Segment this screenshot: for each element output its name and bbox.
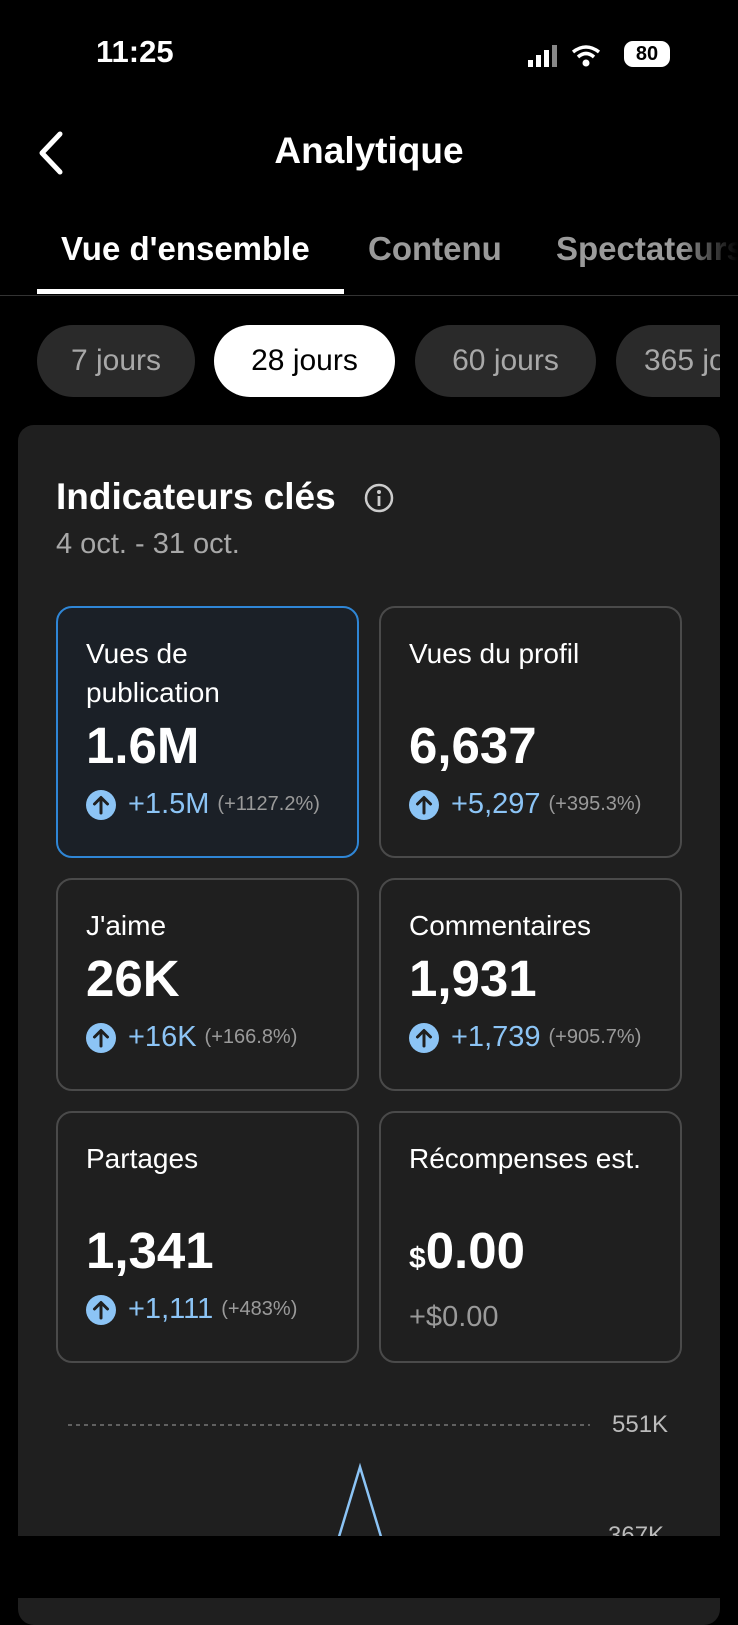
metric-delta: +1,111 — [128, 1293, 214, 1325]
metric-number: 1,341 — [86, 1222, 214, 1279]
up-arrow-icon — [409, 1022, 439, 1053]
metric-label: Vues du profil — [409, 638, 580, 669]
metric-change: +16K (+166.8%) — [86, 1021, 329, 1054]
period-pill[interactable]: 60 jours — [415, 325, 596, 397]
metric-label: Vues de publication — [86, 638, 220, 708]
status-time: 11:25 — [96, 34, 174, 69]
metric-value: 1.6M — [86, 714, 329, 778]
header-title: Analytique — [274, 130, 464, 171]
metric-tile[interactable]: Vues du profil 6,637 +5,297 (+395.3%) — [379, 606, 682, 858]
battery-level: 80 — [624, 41, 670, 67]
metric-value: 26K — [86, 947, 329, 1011]
metric-change: +5,297 (+395.3%) — [409, 788, 652, 821]
chart-preview — [68, 1424, 590, 1540]
metric-percent: (+1127.2%) — [217, 793, 320, 815]
metric-percent: (+166.8%) — [204, 1026, 298, 1048]
tab-indicator — [37, 289, 344, 294]
metric-tile[interactable]: Partages 1,341 +1,111 (+483%) — [56, 1111, 359, 1363]
date-range: 4 oct. - 31 oct. — [56, 528, 240, 560]
up-arrow-icon — [86, 1294, 116, 1325]
tab[interactable]: Contenu — [368, 230, 502, 267]
period-pill[interactable]: 7 jours — [37, 325, 195, 397]
divider — [0, 295, 738, 296]
axis-label: 551K — [612, 1411, 669, 1438]
info-icon[interactable] — [363, 482, 395, 514]
metric-label: Partages — [86, 1143, 199, 1174]
metric-change: +1,739 (+905.7%) — [409, 1021, 652, 1054]
metric-label: J'aime — [86, 910, 167, 941]
metric-delta: +1,739 — [451, 1021, 541, 1053]
metric-delta: +5,297 — [451, 788, 541, 820]
metric-change: +1.5M (+1127.2%) — [86, 788, 329, 821]
metric-tile[interactable]: Vues de publication 1.6M +1.5M (+1127.2%) — [56, 606, 359, 858]
metric-percent: (+483%) — [221, 1298, 298, 1320]
metric-number: 26K — [86, 950, 180, 1007]
metric-label: Commentaires — [409, 910, 592, 941]
metric-delta: +$0.00 — [409, 1301, 499, 1333]
bottom-bar — [0, 1536, 738, 1598]
status-icons — [528, 45, 601, 67]
period-pill[interactable]: 28 jours — [214, 325, 395, 397]
back-button[interactable] — [36, 130, 66, 176]
metric-change: +$0.00 — [409, 1301, 652, 1334]
pill-clip: 365 jours — [616, 325, 720, 397]
metric-value: 1,341 — [86, 1219, 329, 1283]
up-arrow-icon — [86, 789, 116, 820]
metric-delta: +1.5M — [128, 788, 210, 820]
period-pill[interactable]: 365 jours — [616, 325, 720, 397]
metric-tile[interactable]: J'aime 26K +16K (+166.8%) — [56, 878, 359, 1091]
metric-value: $0.00 — [409, 1219, 652, 1291]
metric-value: 6,637 — [409, 714, 652, 778]
metric-value: 1,931 — [409, 947, 652, 1011]
metric-number: 1,931 — [409, 950, 537, 1007]
metric-percent: (+395.3%) — [548, 793, 642, 815]
metric-tile[interactable]: Commentaires 1,931 +1,739 (+905.7%) — [379, 878, 682, 1091]
up-arrow-icon — [86, 1022, 116, 1053]
metric-delta: +16K — [128, 1021, 197, 1053]
metric-number: 1.6M — [86, 717, 200, 774]
metric-currency: $ — [409, 1242, 426, 1275]
metric-percent: (+905.7%) — [548, 1026, 642, 1048]
up-arrow-icon — [409, 789, 439, 820]
metric-tile[interactable]: Récompenses est. $0.00 +$0.00 — [379, 1111, 682, 1363]
metric-number: 0.00 — [425, 1222, 525, 1279]
metric-number: 6,637 — [409, 717, 537, 774]
metric-change: +1,111 (+483%) — [86, 1293, 329, 1326]
metric-label: Récompenses est. — [409, 1143, 641, 1174]
tab[interactable]: Vue d'ensemble — [61, 230, 310, 267]
card-title: Indicateurs clés — [56, 476, 336, 517]
tab-fade — [680, 200, 738, 292]
